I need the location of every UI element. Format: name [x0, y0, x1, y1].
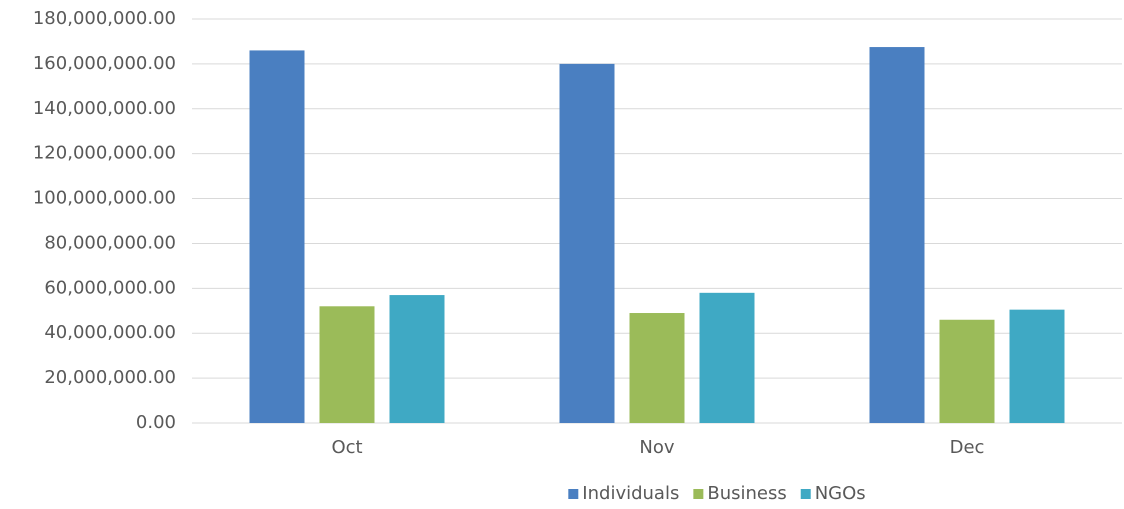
bar [869, 47, 925, 424]
y-tick-label: 20,000,000.00 [44, 367, 176, 388]
bar [319, 306, 375, 423]
x-tick-label: Nov [639, 437, 674, 458]
y-tick-label: 40,000,000.00 [44, 322, 176, 343]
bar [559, 63, 615, 424]
y-tick-label: 80,000,000.00 [44, 232, 176, 253]
legend-swatch [693, 489, 704, 499]
x-tick-label: Oct [331, 437, 362, 458]
y-tick-label: 100,000,000.00 [33, 188, 176, 209]
bar [939, 319, 995, 423]
legend-swatch [568, 489, 579, 499]
y-tick-label: 160,000,000.00 [33, 53, 176, 74]
y-tick-label: 0.00 [136, 412, 176, 433]
legend-label: NGOs [815, 483, 866, 504]
bar [1009, 309, 1065, 423]
y-tick-label: 60,000,000.00 [44, 277, 176, 298]
bar [699, 292, 755, 423]
legend-swatch [800, 489, 811, 499]
y-tick-label: 120,000,000.00 [33, 143, 176, 164]
legend-label: Individuals [582, 483, 679, 504]
bar [249, 50, 305, 424]
bar [389, 295, 445, 423]
y-tick-label: 140,000,000.00 [33, 98, 176, 119]
legend-label: Business [707, 483, 786, 504]
x-tick-label: Dec [950, 437, 985, 458]
bar [629, 313, 685, 423]
y-tick-label: 180,000,000.00 [33, 8, 176, 29]
